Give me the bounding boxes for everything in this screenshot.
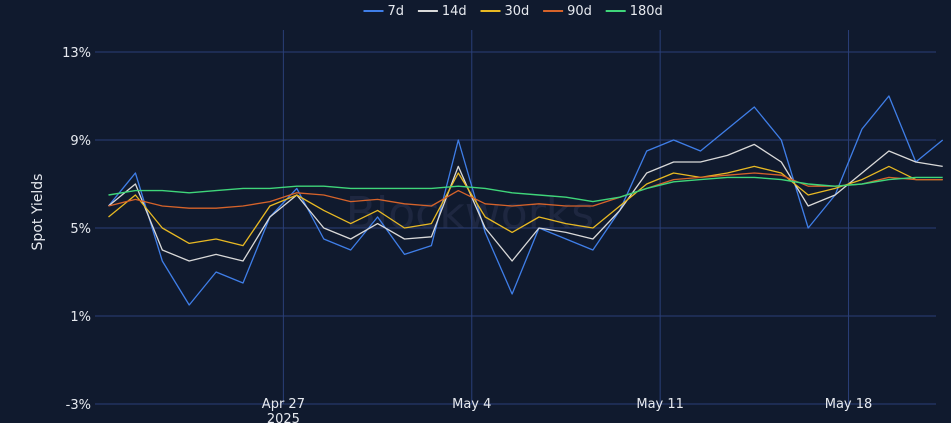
x-tick-sublabel: 2025 [267, 412, 300, 423]
x-tick-label: May 18 [825, 397, 873, 412]
legend-item-90d[interactable]: 90d [543, 4, 592, 19]
y-axis-ticks: -3% 1% 5% 9% 13% [62, 46, 91, 413]
legend-label: 7d [388, 4, 405, 19]
y-tick-label: 1% [70, 310, 91, 325]
legend-item-14d[interactable]: 14d [417, 4, 467, 19]
legend-label: 30d [505, 4, 530, 19]
series-line-90d [108, 172, 943, 209]
y-axis-title: Spot Yields [30, 174, 46, 251]
series-line-14d [108, 143, 943, 262]
series-line-7d [107, 95, 944, 306]
grid [95, 30, 936, 405]
y-tick-label: 9% [70, 134, 91, 149]
legend-item-180d[interactable]: 180d [605, 4, 663, 19]
x-tick-label: May 4 [452, 397, 491, 412]
x-tick-label: May 11 [636, 397, 684, 412]
series-line-30d [108, 165, 943, 247]
legend-item-7d[interactable]: 7d [363, 4, 405, 19]
legend-item-30d[interactable]: 30d [480, 4, 530, 19]
y-tick-label: 5% [70, 222, 91, 237]
y-tick-label: -3% [66, 398, 91, 413]
x-tick-label: Apr 27 [262, 397, 305, 412]
legend: 7d 14d 30d 90d 180d [363, 4, 663, 19]
legend-label: 180d [630, 4, 663, 19]
series-line-180d [108, 176, 943, 203]
series-layer [107, 95, 944, 306]
legend-label: 90d [567, 4, 592, 19]
legend-label: 14d [442, 4, 467, 19]
y-tick-label: 13% [62, 46, 91, 61]
